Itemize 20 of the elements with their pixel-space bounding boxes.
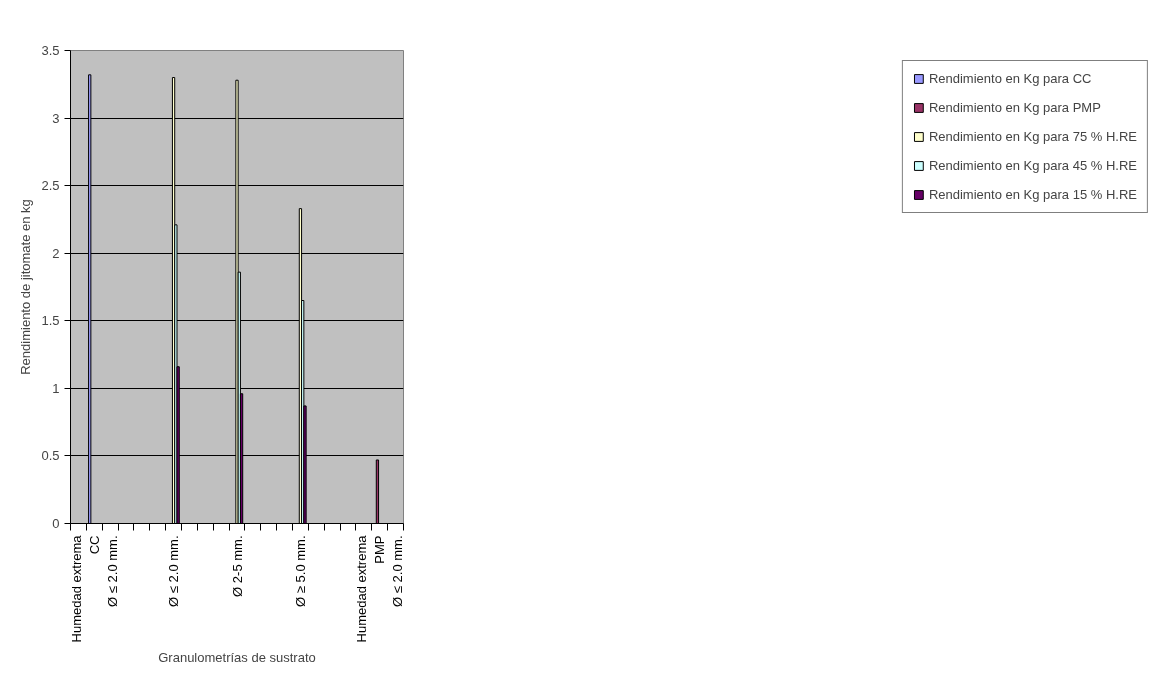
y-tick-label: 0 bbox=[52, 516, 60, 531]
legend-label: Rendimiento en Kg para 15 % H.RE bbox=[928, 187, 1137, 202]
legend-label: Rendimiento en Kg para 45 % H.RE bbox=[928, 158, 1137, 173]
x-tick-label: Ø ≥ 5.0 mm. bbox=[292, 535, 308, 607]
x-tick-label: Humedad extrema PMP Ø ≤ 2.0 mm. bbox=[354, 534, 406, 643]
x-tick-label: Ø ≤ 2.0 mm. bbox=[166, 535, 182, 607]
y-tick-label: 0.5 bbox=[41, 448, 60, 464]
legend-label: Rendimiento en Kg para 75 % H.RE bbox=[928, 129, 1137, 144]
y-axis-title: Rendimiento de jitomate en kg bbox=[18, 199, 34, 375]
y-tick-label: 2.5 bbox=[41, 178, 60, 194]
y-tick-label: 3.5 bbox=[41, 43, 60, 58]
y-tick-label: 1.5 bbox=[41, 313, 60, 329]
y-tick-label: 1 bbox=[52, 380, 60, 396]
x-axis-title: Granulometrías de sustrato bbox=[158, 650, 316, 666]
y-tick-label: 2 bbox=[52, 245, 60, 261]
legend-label: Rendimiento en Kg para PMP bbox=[928, 100, 1101, 115]
x-tick-label: Humedad extrema CC Ø ≤ 2.0 mm. bbox=[68, 534, 120, 643]
legend-label: Rendimiento en Kg para CC bbox=[928, 71, 1092, 86]
x-tick-label: Ø 2-5 mm. bbox=[229, 535, 245, 597]
y-tick-label: 3 bbox=[52, 110, 60, 126]
